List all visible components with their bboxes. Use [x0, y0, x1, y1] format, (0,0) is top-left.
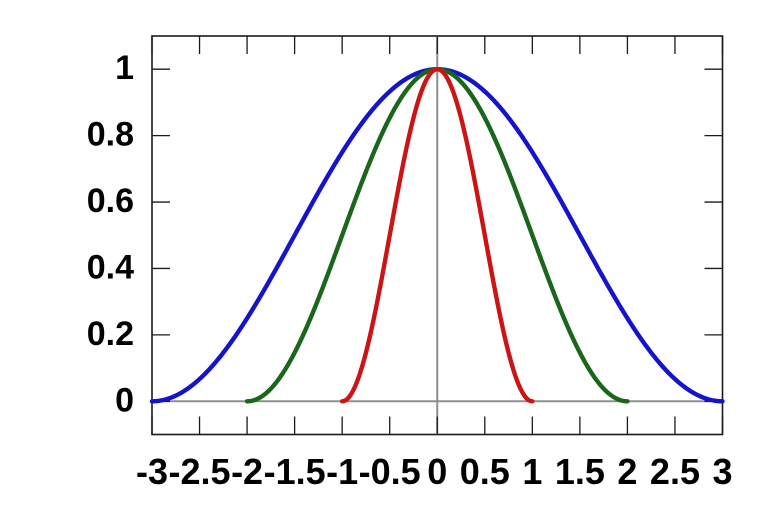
- svg-text:-1.5: -1.5: [264, 451, 326, 492]
- svg-text:0.8: 0.8: [87, 116, 134, 154]
- svg-text:1: 1: [115, 49, 134, 87]
- svg-text:2.5: 2.5: [650, 451, 700, 492]
- svg-text:0.6: 0.6: [87, 182, 134, 220]
- svg-text:0: 0: [427, 451, 447, 492]
- svg-text:0.5: 0.5: [460, 451, 510, 492]
- svg-text:-2.5: -2.5: [169, 451, 231, 492]
- svg-text:1: 1: [522, 451, 542, 492]
- svg-text:-1: -1: [326, 451, 358, 492]
- svg-text:-2: -2: [231, 451, 263, 492]
- svg-text:-3: -3: [136, 451, 168, 492]
- svg-text:1.5: 1.5: [555, 451, 605, 492]
- svg-text:0: 0: [115, 381, 134, 419]
- svg-text:3: 3: [712, 451, 732, 492]
- svg-text:-0.5: -0.5: [359, 451, 421, 492]
- svg-text:0.4: 0.4: [87, 248, 134, 286]
- svg-text:0.2: 0.2: [87, 315, 134, 353]
- svg-text:2: 2: [617, 451, 637, 492]
